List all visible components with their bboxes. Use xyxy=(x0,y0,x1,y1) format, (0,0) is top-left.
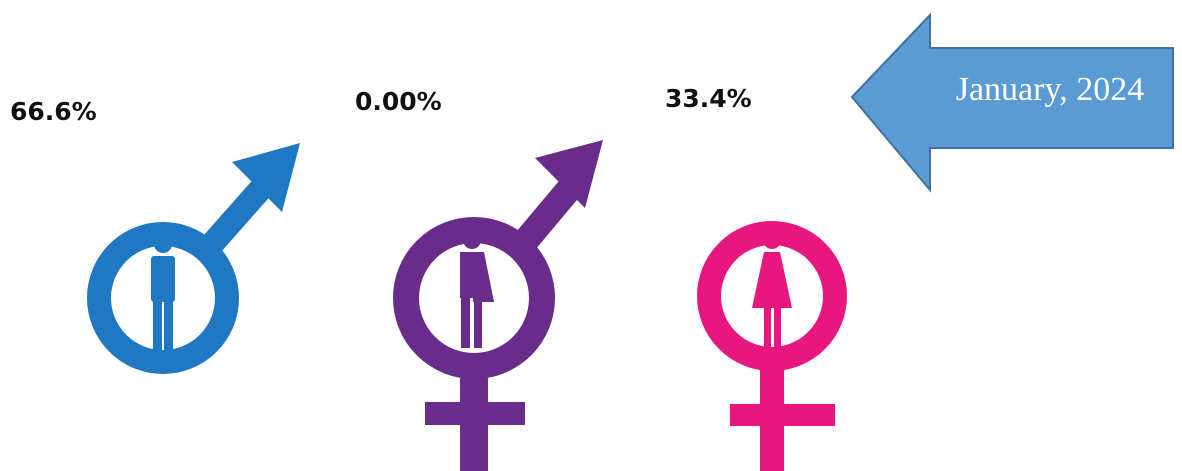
female-symbol xyxy=(697,221,847,471)
intersex-symbol xyxy=(393,140,603,471)
female-percent: 33.4% xyxy=(665,84,752,113)
callout-arrow xyxy=(850,12,1174,193)
intersex-percent: 0.00% xyxy=(355,87,442,116)
male-symbol xyxy=(87,143,300,374)
callout-text: January, 2024 xyxy=(956,71,1145,108)
male-percent: 66.6% xyxy=(10,97,97,126)
